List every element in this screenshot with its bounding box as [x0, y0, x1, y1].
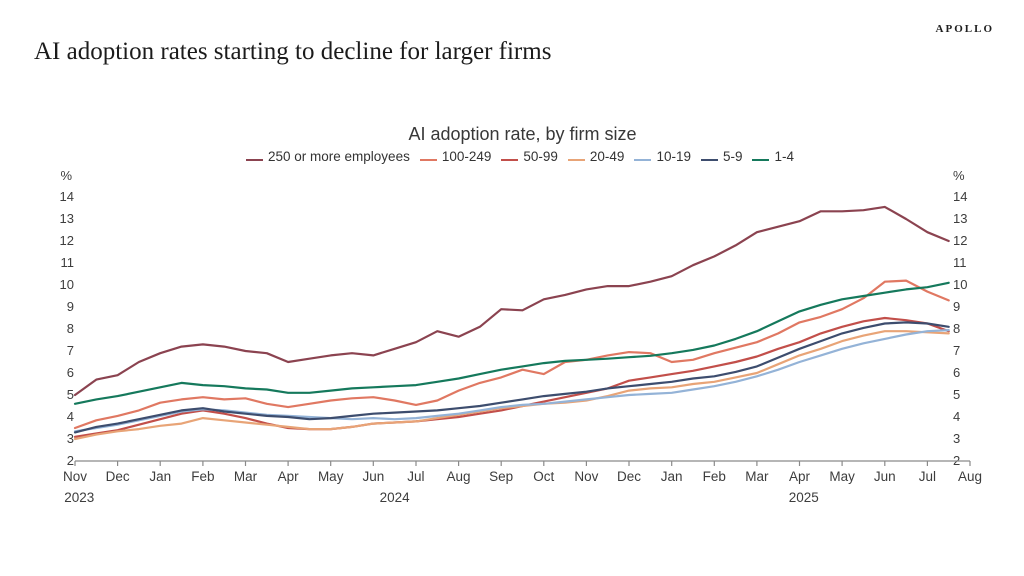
legend-item-250-plus: 250 or more employees: [246, 149, 410, 164]
y-tick-label-left: 5: [66, 387, 74, 402]
x-axis-month-label: Jan: [660, 469, 683, 484]
x-axis-month-label: Jul: [918, 469, 936, 484]
x-axis-month-label: Apr: [789, 469, 811, 484]
legend-label: 100-249: [441, 149, 492, 164]
y-tick-label-left: 2: [66, 453, 74, 468]
y-tick-label-left: 8: [66, 321, 74, 336]
y-tick-label-right: 11: [953, 255, 967, 270]
y-axis-unit-right: %: [953, 168, 965, 183]
legend-swatch-50-99: [501, 159, 519, 161]
x-axis-month-label: Mar: [745, 469, 769, 484]
x-axis-month-label: May: [317, 469, 344, 484]
x-axis-month-label: Aug: [957, 469, 983, 484]
x-axis-month-label: Oct: [533, 469, 555, 484]
series-line-1-4: [73, 281, 950, 405]
x-axis-month-label: Sep: [489, 469, 514, 484]
x-axis-month-label: Nov: [574, 469, 599, 484]
legend-item-50-99: 50-99: [491, 149, 558, 164]
legend-swatch-10-19: [634, 159, 652, 161]
legend-item-100-249: 100-249: [410, 149, 492, 164]
series-line-5-9: [73, 321, 950, 434]
series-line-100-249: [73, 279, 950, 430]
chart-title: AI adoption rate, by firm size: [408, 124, 637, 144]
x-axis-month-label: Nov: [62, 469, 87, 484]
x-axis-year-label: 2024: [379, 490, 410, 505]
y-tick-label-left: 14: [59, 189, 74, 204]
y-tick-label-right: 3: [953, 431, 961, 446]
legend-item-1-4: 1-4: [742, 149, 794, 164]
x-axis-month-label: Apr: [277, 469, 299, 484]
y-tick-label-left: 6: [66, 365, 74, 380]
y-axis-unit-left: %: [60, 168, 72, 183]
legend-label: 50-99: [523, 149, 558, 164]
legend-swatch-1-4: [752, 159, 770, 161]
y-tick-label-right: 9: [953, 299, 961, 314]
y-tick-label-right: 5: [953, 387, 961, 402]
y-tick-label-right: 4: [953, 409, 961, 424]
x-axis-month-label: Feb: [702, 469, 726, 484]
y-tick-label-right: 13: [953, 211, 968, 226]
legend-label: 20-49: [589, 149, 625, 164]
legend-label: 10-19: [656, 149, 691, 164]
legend-label: 250 or more employees: [268, 149, 410, 164]
x-axis-year-label: 2023: [64, 490, 95, 505]
y-tick-label-left: 11: [60, 255, 75, 270]
x-axis-month-label: Jun: [362, 469, 385, 484]
x-axis-month-label: Feb: [191, 469, 215, 484]
y-tick-label-right: 7: [953, 343, 961, 358]
y-tick-label-left: 7: [66, 343, 74, 358]
legend-item-20-49: 20-49: [558, 149, 625, 164]
legend-item-10-19: 10-19: [624, 149, 691, 164]
y-tick-label-left: 4: [66, 409, 74, 424]
y-tick-label-left: 9: [66, 299, 74, 314]
y-tick-label-right: 10: [953, 277, 968, 292]
chart-legend: 250 or more employees 100-249 50-99 20-49 10…: [40, 149, 1000, 164]
series-line-250-plus: [73, 205, 950, 397]
y-tick-label-left: 12: [59, 233, 74, 248]
x-axis-month-label: Jan: [149, 469, 172, 484]
x-axis-month-label: Aug: [446, 469, 471, 484]
x-axis-month-label: Dec: [105, 469, 130, 484]
y-tick-label-left: 10: [59, 277, 74, 292]
x-axis-month-label: May: [829, 469, 855, 484]
y-tick-label-right: 12: [953, 233, 968, 248]
legend-item-5-9: 5-9: [691, 149, 743, 164]
legend-label: 1-4: [774, 149, 794, 164]
legend-label: 5-9: [722, 149, 743, 164]
x-axis-month-label: Jun: [873, 469, 896, 484]
legend-swatch-5-9: [700, 159, 718, 161]
y-tick-label-right: 8: [953, 321, 961, 336]
y-tick-label-left: 3: [66, 431, 74, 446]
y-tick-label-right: 14: [953, 189, 968, 204]
x-axis-month-label: Mar: [233, 469, 258, 484]
apollo-logo: APOLLO: [935, 23, 994, 35]
y-tick-label-right: 6: [953, 365, 961, 380]
x-axis-month-label: Jul: [407, 469, 425, 484]
legend-swatch-250-plus: [246, 159, 263, 161]
x-axis-year-label: 2025: [788, 490, 819, 505]
page-title: AI adoption rates starting to decline fo…: [34, 38, 552, 65]
legend-swatch-100-249: [419, 159, 437, 161]
legend-swatch-20-49: [567, 159, 585, 161]
x-axis-month-label: Dec: [617, 469, 642, 484]
y-tick-label-left: 13: [59, 211, 74, 226]
